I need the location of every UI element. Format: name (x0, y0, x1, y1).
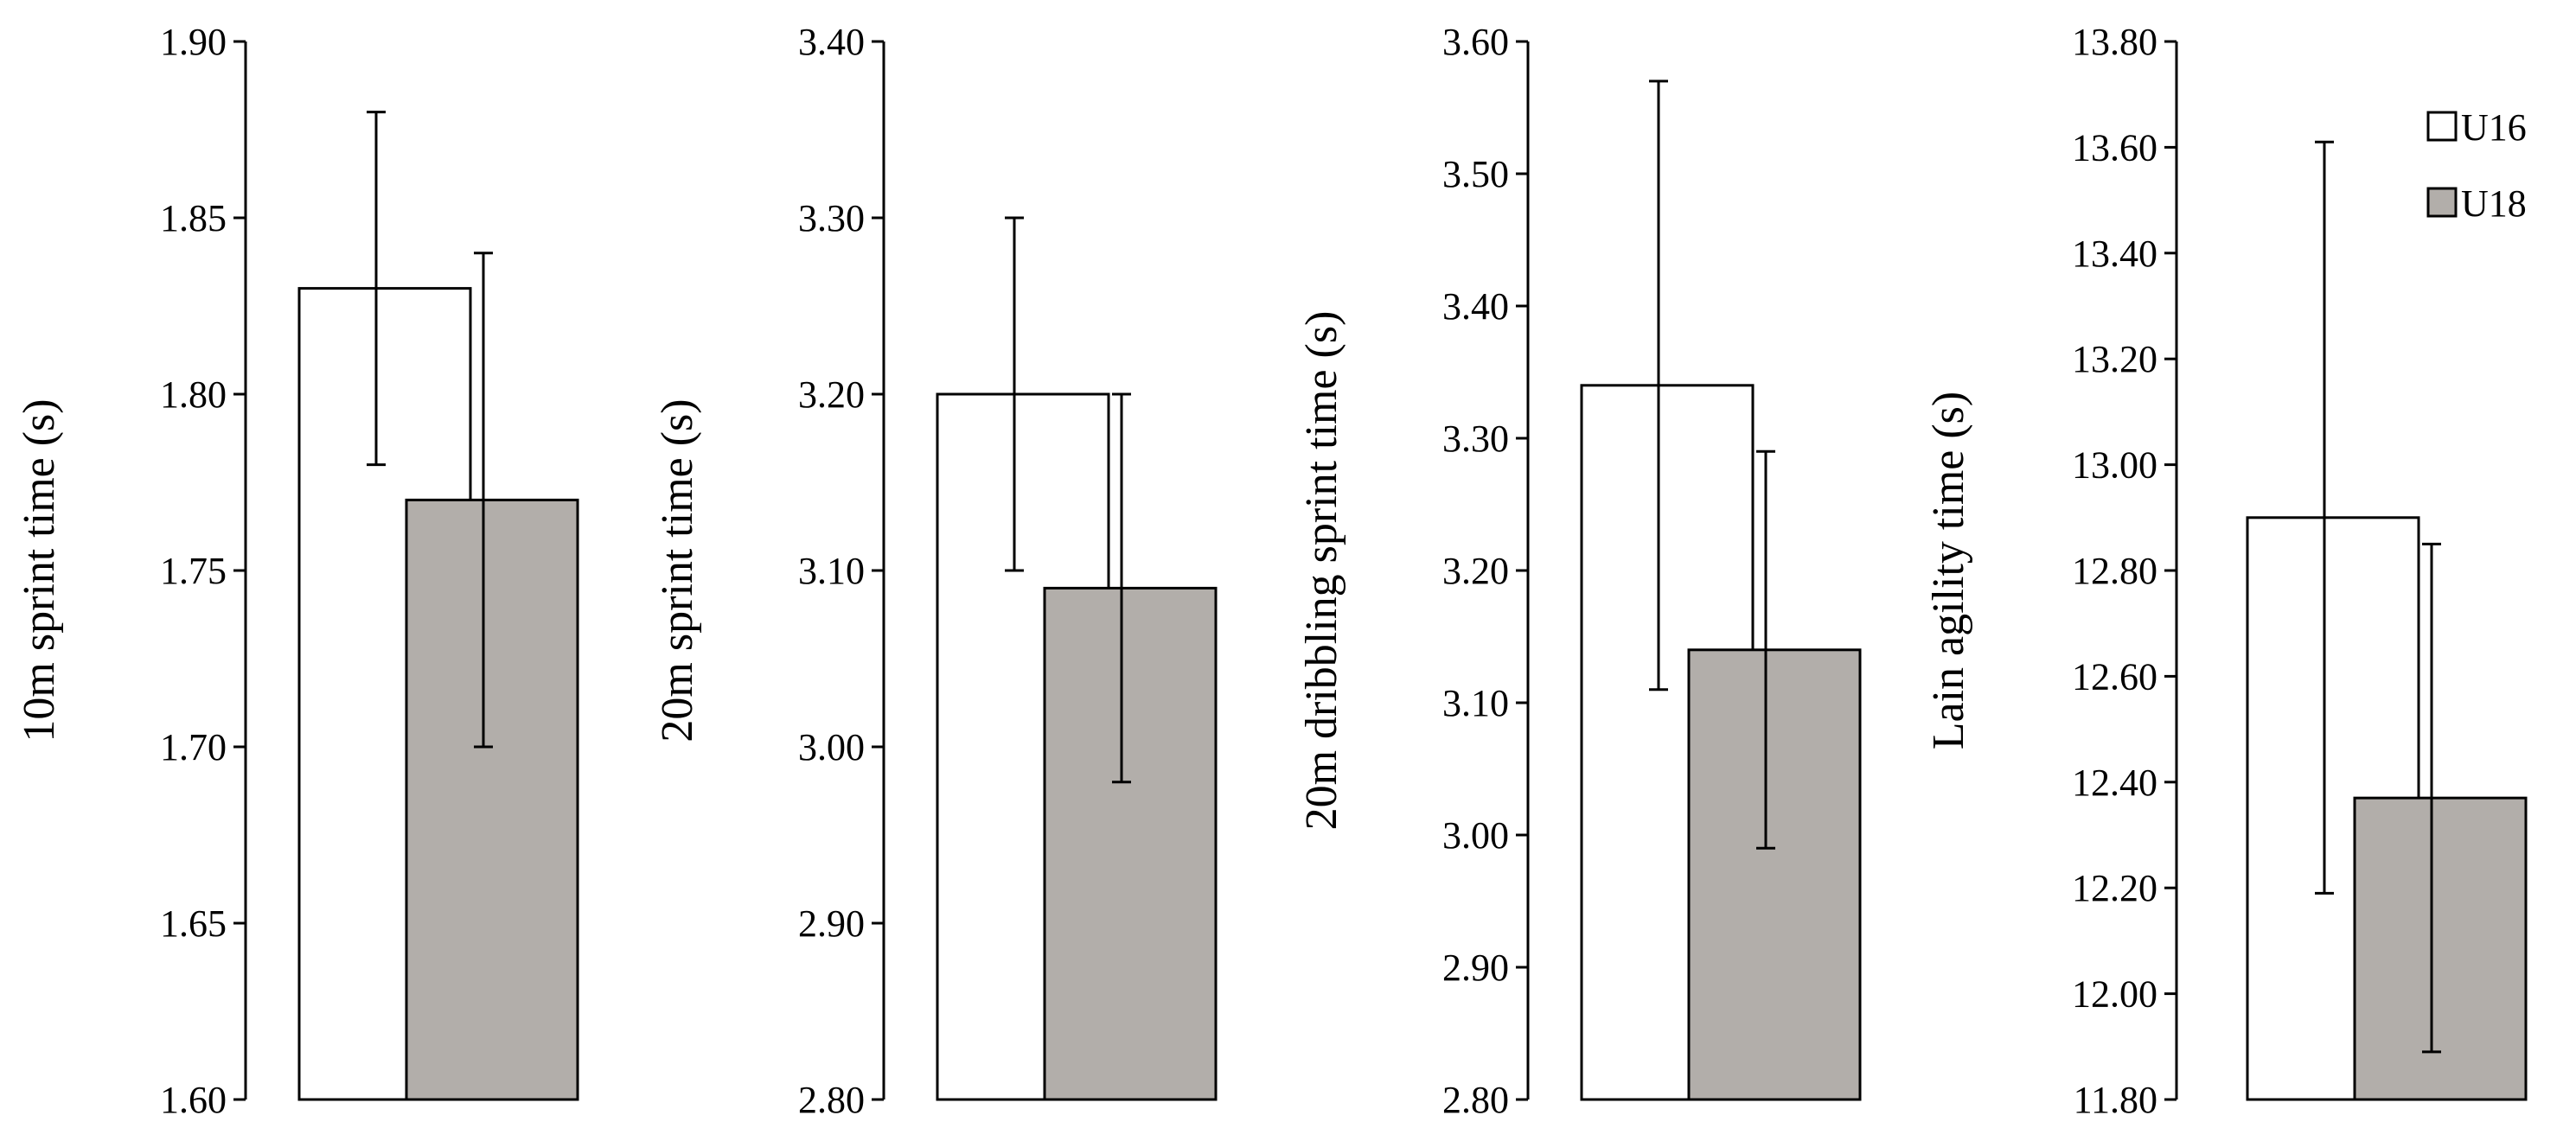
y-tick-label: 3.10 (798, 550, 865, 592)
y-tick-label: 3.30 (1442, 418, 1509, 460)
y-tick-label: 1.70 (160, 726, 227, 768)
y-tick-label: 13.80 (2072, 21, 2157, 63)
bar-u18 (2353, 796, 2528, 1101)
chart-panel-2: 2.80 2.90 3.00 3.10 3.20 3.30 3.40 20m sprint t… (653, 21, 1218, 1121)
legend-label-u16: U16 (2461, 106, 2527, 149)
y-axis-label: Lain agility time (s) (1924, 392, 1973, 749)
y-axis-label: 20m sprint time (s) (653, 398, 702, 742)
bar-u18 (1687, 648, 1862, 1101)
y-tick-label: 2.90 (798, 902, 865, 945)
chart-panel-4: 11.80 12.00 12.20 12.40 12.60 12.80 13.00 13.20… (1924, 21, 2528, 1121)
y-tick-label: 12.80 (2072, 550, 2157, 592)
y-tick-label: 3.50 (1442, 153, 1509, 195)
y-tick-label: 12.20 (2072, 867, 2157, 909)
y-tick-label: 13.00 (2072, 444, 2157, 487)
y-tick-label: 3.60 (1442, 21, 1509, 63)
y-axis-label: 20m dribbling sprint time (s) (1297, 311, 1346, 831)
bar-u18 (1043, 586, 1218, 1101)
chart-panel-1: 1.60 1.65 1.70 1.75 1.80 1.85 1.90 10m sprint t… (15, 21, 579, 1121)
y-tick-label: 1.65 (160, 902, 227, 945)
chart-panels: 1.60 1.65 1.70 1.75 1.80 1.85 1.90 10m sprint t… (15, 21, 2528, 1121)
y-tick-label: 12.60 (2072, 655, 2157, 698)
legend-label-u18: U18 (2461, 182, 2527, 225)
y-tick-label: 1.85 (160, 197, 227, 239)
chart-panel-3: 2.80 2.90 3.00 3.10 3.20 3.30 3.40 3.50 3.60 20m … (1297, 21, 1862, 1121)
bar-u18 (405, 498, 579, 1101)
y-tick-label: 3.10 (1442, 682, 1509, 724)
y-tick-label: 12.40 (2072, 762, 2157, 804)
y-tick-label: 3.30 (798, 197, 865, 239)
y-tick-label: 3.00 (798, 726, 865, 768)
y-tick-label: 1.75 (160, 550, 227, 592)
y-tick-label: 1.90 (160, 21, 227, 63)
y-axis-label: 10m sprint time (s) (15, 398, 64, 742)
y-tick-label: 3.00 (1442, 814, 1509, 857)
y-tick-label: 3.40 (798, 21, 865, 63)
y-tick-label: 2.80 (798, 1079, 865, 1121)
legend-swatch-u16 (2426, 111, 2458, 142)
y-tick-label: 1.60 (160, 1079, 227, 1121)
y-tick-label: 11.80 (2074, 1079, 2157, 1121)
legend: U16 U18 (2426, 106, 2527, 225)
y-tick-label: 3.20 (1442, 550, 1509, 592)
y-tick-label: 1.80 (160, 373, 227, 416)
y-tick-label: 2.80 (1442, 1079, 1509, 1121)
y-tick-label: 3.40 (1442, 285, 1509, 328)
y-tick-label: 13.60 (2072, 126, 2157, 169)
y-tick-label: 2.90 (1442, 947, 1509, 989)
y-tick-label: 13.40 (2072, 233, 2157, 275)
y-tick-label: 12.00 (2072, 973, 2157, 1016)
legend-swatch-u18 (2426, 187, 2458, 218)
y-tick-label: 3.20 (798, 373, 865, 416)
y-tick-label: 13.20 (2072, 338, 2157, 380)
